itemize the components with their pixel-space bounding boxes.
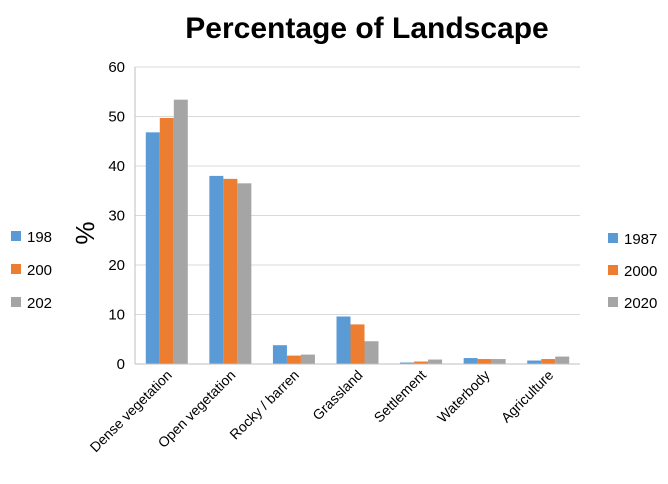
- bar: [541, 359, 556, 364]
- bars: [145, 99, 570, 365]
- bar: [414, 361, 429, 364]
- y-tick-label: 20: [108, 257, 125, 274]
- x-category-label: Waterbody: [434, 367, 493, 426]
- y-tick-label: 50: [108, 109, 125, 126]
- bar: [145, 132, 160, 364]
- bar: [272, 345, 287, 364]
- bar: [555, 356, 570, 364]
- bar: [527, 360, 542, 364]
- y-axis-label: %: [70, 221, 100, 244]
- legend-label: 2020: [624, 295, 657, 312]
- bar: [336, 316, 351, 364]
- legend-swatch: [11, 297, 21, 307]
- legend-label: 202: [27, 295, 52, 312]
- bar: [286, 355, 301, 364]
- legend-swatch: [11, 231, 21, 241]
- y-tick-label: 30: [108, 208, 125, 225]
- bar: [350, 324, 365, 364]
- bar: [364, 341, 379, 364]
- x-category-label: Grassland: [309, 367, 365, 423]
- legend-label: 1987: [624, 231, 657, 248]
- y-tick-label: 10: [108, 307, 125, 324]
- bar: [173, 99, 188, 365]
- y-tick-label: 0: [117, 356, 125, 373]
- y-tick-label: 40: [108, 158, 125, 175]
- bar: [300, 354, 315, 364]
- legend-swatch: [608, 233, 618, 243]
- y-axis-ticks: 0 10 20 30 40 50 60: [108, 59, 125, 373]
- x-category-label: Agriculture: [498, 367, 557, 426]
- x-category-label: Settlement: [371, 367, 430, 426]
- legend-right: 1987 2000 2020: [608, 231, 657, 312]
- y-tick-label: 60: [108, 59, 125, 76]
- gridlines: [134, 66, 580, 364]
- legend-label: 200: [27, 262, 52, 279]
- bar: [209, 175, 224, 364]
- bar: [223, 178, 238, 364]
- legend-label: 198: [27, 229, 52, 246]
- bar: [400, 362, 415, 364]
- bar: [159, 117, 174, 364]
- bar: [477, 359, 492, 364]
- legend-left: 198 200 202: [11, 229, 52, 312]
- legend-swatch: [11, 264, 21, 274]
- legend-swatch: [608, 265, 618, 275]
- legend-label: 2000: [624, 263, 657, 280]
- bar: [237, 183, 252, 364]
- legend-swatch: [608, 297, 618, 307]
- bar: [428, 359, 443, 364]
- chart-title: Percentage of Landscape: [185, 12, 548, 45]
- bar: [491, 359, 506, 364]
- bar: [463, 358, 478, 364]
